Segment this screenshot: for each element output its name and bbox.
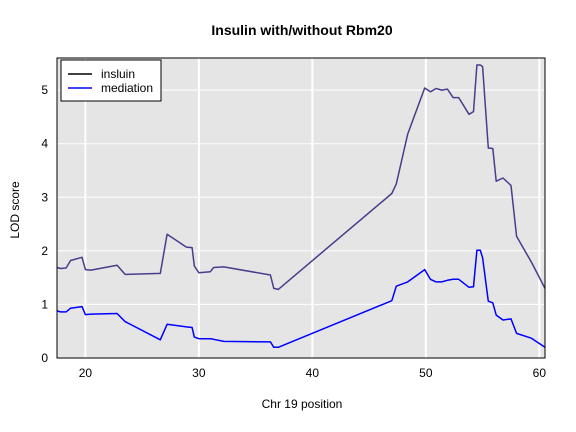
y-tick-label: 2	[41, 244, 48, 258]
plot-frame	[56, 57, 546, 359]
y-tick-label: 1	[41, 297, 48, 311]
y-tick-label: 4	[41, 137, 48, 151]
series-line-insluin	[56, 64, 546, 291]
y-tick-label: 0	[41, 351, 48, 365]
legend-box	[60, 59, 162, 102]
x-tick-label: 20	[79, 366, 93, 380]
x-tick-label: 30	[192, 366, 206, 380]
x-tick-label: 40	[306, 366, 320, 380]
plot-background	[57, 58, 545, 358]
y-tick-label: 3	[41, 190, 48, 204]
legend-label-mediation: mediation	[101, 81, 153, 95]
x-tick-label: 60	[533, 366, 547, 380]
x-axis-label: Chr 19 position	[262, 397, 343, 411]
y-axis-label: LOD score	[8, 181, 22, 239]
x-tick-label: 50	[419, 366, 433, 380]
chart-title: Insulin with/without Rbm20	[211, 22, 392, 38]
y-tick-label: 5	[41, 83, 48, 97]
series-line-mediation	[56, 249, 546, 349]
axis-ticks: 20 30 40 50 60 0 1 2 3 4 5	[41, 83, 546, 380]
legend-label-insluin: insluin	[101, 67, 135, 81]
series-layer	[56, 64, 546, 349]
